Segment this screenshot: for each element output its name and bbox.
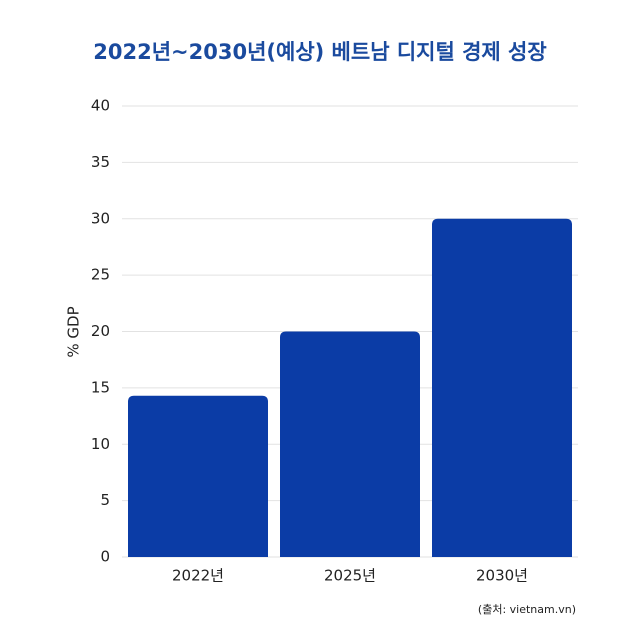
y-tick-label: 30 [91,209,110,227]
y-tick-label: 5 [100,491,110,509]
y-tick-label: 10 [91,435,110,453]
y-tick-label: 25 [91,266,110,284]
bar [432,218,572,557]
chart-title: 2022년~2030년(예상) 베트남 디지털 경제 성장 [93,40,546,64]
x-tick-label: 2022년 [172,567,224,585]
y-axis-label: % GDP [65,306,83,357]
x-tick-label: 2030년 [476,567,528,585]
y-tick-label: 0 [100,548,110,566]
y-tick-label: 35 [91,153,110,171]
y-tick-label: 40 [91,97,110,115]
source-note: (출처: vietnam.vn) [478,603,576,616]
y-tick-label: 20 [91,322,110,340]
bar [280,331,420,557]
x-tick-label: 2025년 [324,567,376,585]
y-tick-label: 15 [91,378,110,396]
bar [128,395,268,557]
